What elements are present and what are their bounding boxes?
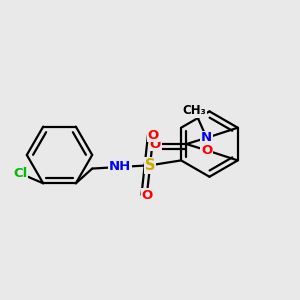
Text: S: S [145,158,155,173]
Text: Cl: Cl [13,167,27,180]
Text: O: O [201,144,212,157]
Text: O: O [148,129,159,142]
Text: CH₃: CH₃ [183,104,207,117]
Text: O: O [141,189,152,202]
Text: O: O [150,138,161,151]
Text: NH: NH [109,160,131,173]
Text: N: N [201,131,212,144]
